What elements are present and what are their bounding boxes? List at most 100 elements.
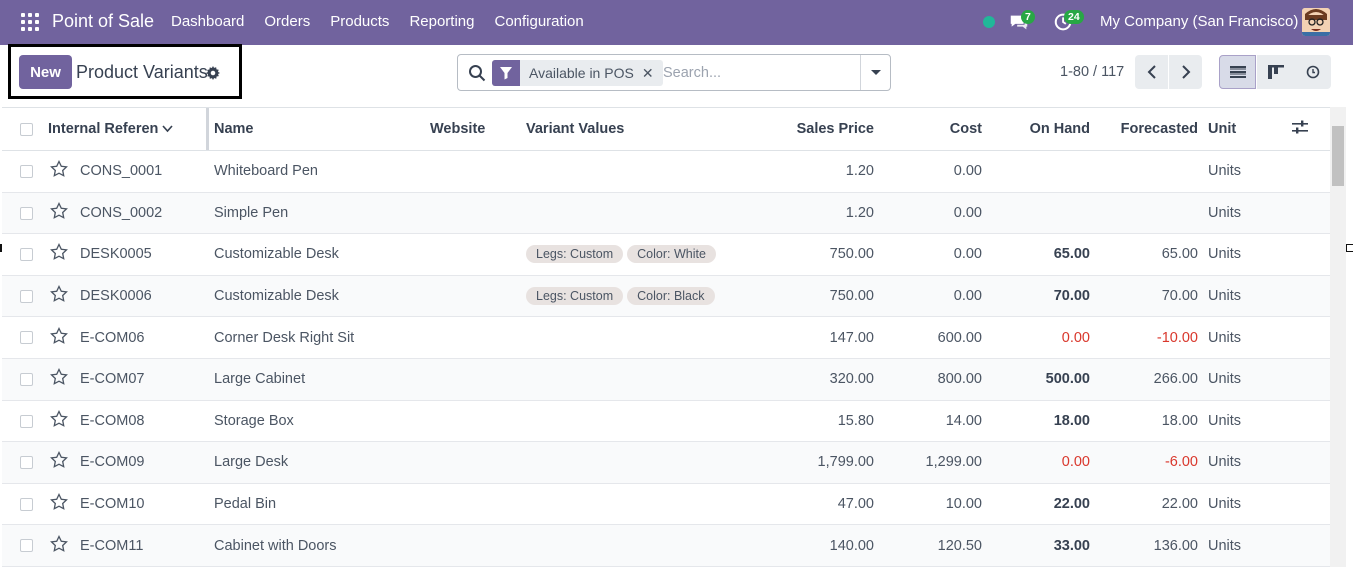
cell-sales-price: 1.20: [718, 150, 874, 193]
table-row[interactable]: E-COM11 Cabinet with Doors 140.00 120.50 33.…: [2, 524, 1330, 567]
messages-icon[interactable]: [1008, 11, 1030, 33]
favorite-star-icon[interactable]: [50, 326, 68, 345]
column-cost[interactable]: Cost: [874, 108, 982, 151]
cell-cost: 600.00: [874, 316, 982, 359]
cell-variant-values: Legs: Custom Color: White: [526, 233, 718, 276]
table-row[interactable]: CONS_0001 Whiteboard Pen 1.20 0.00 Units: [2, 150, 1330, 193]
facet-label: Available in POS: [529, 65, 634, 81]
row-checkbox[interactable]: [20, 456, 33, 470]
column-forecasted[interactable]: Forecasted: [1090, 108, 1198, 151]
kanban-view-icon: [1267, 65, 1284, 79]
row-checkbox[interactable]: [20, 206, 33, 220]
company-switcher[interactable]: My Company (San Francisco): [1100, 13, 1299, 30]
cell-unit: Units: [1198, 483, 1292, 526]
column-resize-handle[interactable]: [206, 108, 209, 150]
cell-name: Corner Desk Right Sit: [214, 316, 430, 359]
remove-facet-icon[interactable]: ✕: [641, 64, 654, 81]
new-button[interactable]: New: [19, 55, 72, 89]
gear-icon[interactable]: [206, 66, 220, 80]
optional-columns-toggle[interactable]: [1292, 108, 1330, 151]
favorite-star-icon[interactable]: [50, 243, 68, 261]
edge-marker-left: [0, 244, 2, 252]
row-checkbox[interactable]: [20, 497, 33, 511]
search-options-toggle[interactable]: [860, 55, 891, 90]
favorite-star-icon[interactable]: [50, 368, 68, 386]
online-status-indicator: [983, 16, 995, 28]
cell-internal-reference: E-COM09: [80, 441, 214, 484]
menu-item-dashboard[interactable]: Dashboard: [171, 13, 245, 30]
menu-item-orders[interactable]: Orders: [264, 13, 311, 30]
cell-cost: 1,299.00: [874, 441, 982, 484]
column-sales-price[interactable]: Sales Price: [718, 108, 874, 151]
menu-item-configuration[interactable]: Configuration: [494, 13, 584, 30]
cell-cost: 0.00: [874, 192, 982, 235]
select-all-checkbox[interactable]: [20, 122, 33, 136]
row-checkbox[interactable]: [20, 539, 33, 553]
favorite-star-icon[interactable]: [50, 409, 68, 428]
pager-previous-button[interactable]: [1135, 55, 1168, 89]
column-internal-reference[interactable]: Internal Referen: [48, 108, 206, 151]
column-website[interactable]: Website: [430, 108, 526, 151]
row-checkbox[interactable]: [20, 331, 33, 345]
table-row[interactable]: E-COM07 Large Cabinet 320.00 800.00 500.00 26…: [2, 358, 1330, 401]
menu-item-reporting[interactable]: Reporting: [409, 13, 475, 30]
row-checkbox[interactable]: [20, 372, 33, 386]
favorite-star-icon[interactable]: [50, 201, 68, 220]
list-view-button[interactable]: [1219, 55, 1256, 89]
caret-down-icon: [871, 69, 881, 75]
favorite-star-icon[interactable]: [50, 493, 68, 511]
table-row[interactable]: E-COM06 Corner Desk Right Sit 147.00 600.00…: [2, 316, 1330, 359]
sort-chevron-down-icon: [162, 121, 174, 137]
favorite-star-icon[interactable]: [50, 285, 68, 303]
kanban-view-button[interactable]: [1257, 55, 1294, 89]
user-avatar[interactable]: [1302, 8, 1330, 36]
table-row[interactable]: DESK0005 Customizable Desk Legs: Custom Col…: [2, 233, 1330, 276]
cell-name: Whiteboard Pen: [214, 150, 430, 193]
cell-internal-reference: E-COM07: [80, 358, 214, 401]
main-menu: Dashboard Orders Products Reporting Conf…: [171, 13, 604, 30]
favorite-star-icon[interactable]: [50, 534, 68, 553]
table-scrollbar[interactable]: [1330, 107, 1346, 567]
cell-unit: Units: [1198, 400, 1292, 443]
cell-internal-reference: DESK0006: [80, 275, 214, 318]
cell-internal-reference: E-COM10: [80, 483, 214, 526]
app-brand[interactable]: Point of Sale: [52, 11, 155, 31]
cell-name: Simple Pen: [214, 192, 430, 235]
cell-website: [430, 233, 526, 276]
cell-unit: Units: [1198, 316, 1292, 359]
cell-unit: Units: [1198, 233, 1292, 276]
row-checkbox[interactable]: [20, 248, 33, 262]
row-checkbox[interactable]: [20, 414, 33, 428]
column-on-hand[interactable]: On Hand: [982, 108, 1090, 151]
search-input[interactable]: [663, 62, 853, 84]
cell-cost: 0.00: [874, 275, 982, 318]
favorite-star-icon[interactable]: [50, 160, 68, 178]
row-checkbox[interactable]: [20, 164, 33, 178]
favorite-star-icon[interactable]: [50, 451, 68, 469]
scrollbar-thumb[interactable]: [1332, 126, 1344, 186]
cell-forecasted: 266.00: [1090, 358, 1198, 401]
cell-sales-price: 147.00: [718, 316, 874, 359]
cell-sales-price: 140.00: [718, 524, 874, 567]
column-unit[interactable]: Unit: [1198, 108, 1292, 151]
cell-forecasted: 65.00: [1090, 233, 1198, 276]
row-checkbox[interactable]: [20, 289, 33, 303]
table-row[interactable]: CONS_0002 Simple Pen 1.20 0.00 Units: [2, 192, 1330, 235]
column-name[interactable]: Name: [214, 108, 430, 151]
cell-website: [430, 150, 526, 193]
pager-next-button[interactable]: [1169, 55, 1202, 89]
pager-value[interactable]: 1-80 / 117: [1060, 64, 1125, 80]
cell-forecasted: 136.00: [1090, 524, 1198, 567]
column-variant-values[interactable]: Variant Values: [526, 108, 718, 151]
activity-view-button[interactable]: [1294, 55, 1331, 89]
cell-website: [430, 400, 526, 443]
apps-menu-icon[interactable]: [21, 13, 39, 31]
table-row[interactable]: E-COM08 Storage Box 15.80 14.00 18.00 18.00 Un…: [2, 400, 1330, 443]
table-row[interactable]: E-COM10 Pedal Bin 47.00 10.00 22.00 22.00 Unit…: [2, 483, 1330, 526]
cell-variant-values: [526, 316, 718, 359]
cell-sales-price: 15.80: [718, 400, 874, 443]
menu-item-products[interactable]: Products: [330, 13, 390, 30]
table-row[interactable]: E-COM09 Large Desk 1,799.00 1,299.00 0.00 -6.…: [2, 441, 1330, 484]
table-row[interactable]: DESK0006 Customizable Desk Legs: Custom Col…: [2, 275, 1330, 318]
search-icon[interactable]: [468, 64, 486, 82]
